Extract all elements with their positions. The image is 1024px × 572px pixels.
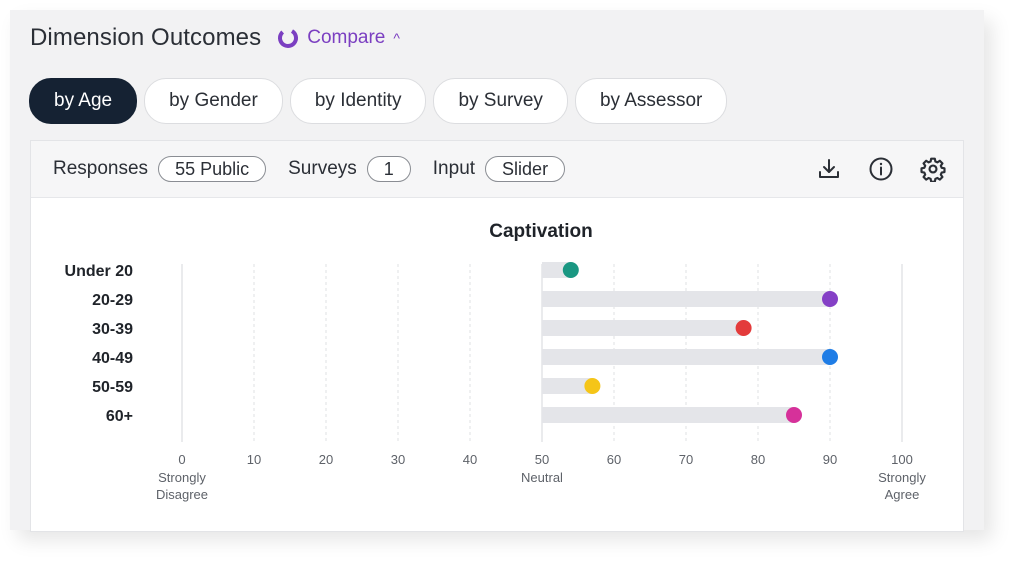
tab-by-identity[interactable]: by Identity <box>289 78 427 124</box>
surveys-label: Surveys <box>288 158 357 179</box>
tab-by-age[interactable]: by Age <box>29 78 138 124</box>
bar-track-2 <box>542 320 744 336</box>
x-tick-label-100: 100 <box>891 452 913 467</box>
row-label-4: 50-59 <box>92 379 133 396</box>
x-tick-caption-100-1: Agree <box>885 487 920 502</box>
input-label: Input <box>432 158 476 179</box>
row-label-3: 40-49 <box>92 350 133 367</box>
data-point-5 <box>786 407 802 423</box>
x-tick-label-60: 60 <box>607 452 621 467</box>
x-tick-label-0: 0 <box>178 452 185 467</box>
download-icon[interactable] <box>813 155 845 183</box>
row-label-2: 30-39 <box>92 321 133 338</box>
x-tick-label-80: 80 <box>751 452 765 467</box>
x-tick-label-40: 40 <box>463 452 477 467</box>
data-point-4 <box>584 378 601 394</box>
dimension-outcomes-card: Dimension Outcomes Compare ^ by Age by G… <box>10 10 984 532</box>
bar-track-4 <box>542 378 593 394</box>
compare-label: Compare <box>307 27 386 48</box>
bar-track-1 <box>542 291 830 307</box>
chart-title: Captivation <box>489 221 592 242</box>
row-label-1: 20-29 <box>92 292 133 309</box>
captivation-chart: Captivation Under 20 20-29 30-39 40-49 50-59 6… <box>65 221 927 502</box>
x-tick-caption-50-0: Neutral <box>521 470 563 485</box>
settings-icon[interactable] <box>917 155 949 183</box>
responses-label: Responses <box>53 158 149 179</box>
grouping-tabs: by Age by Gender by Identity by Survey b… <box>29 78 728 124</box>
x-tick-label-10: 10 <box>247 452 261 467</box>
surveys-badge: 1 <box>366 156 411 182</box>
x-tick-label-30: 30 <box>391 452 405 467</box>
data-point-1 <box>822 291 838 307</box>
data-point-2 <box>735 320 752 336</box>
compare-ring-icon <box>278 28 299 48</box>
chart-area: Captivation Under 20 20-29 30-39 40-49 50-59 6… <box>31 198 963 531</box>
chevron-up-icon: ^ <box>393 30 400 46</box>
data-point-3 <box>822 349 838 365</box>
input-badge: Slider <box>485 156 566 182</box>
tab-by-survey[interactable]: by Survey <box>433 78 568 124</box>
x-tick-caption-100-0: Strongly <box>878 470 926 485</box>
row-label-5: 60+ <box>106 408 133 425</box>
tab-by-assessor[interactable]: by Assessor <box>574 78 728 124</box>
chart-panel: Responses 55 Public Surveys 1 Input Slid… <box>30 140 964 532</box>
info-icon[interactable] <box>865 155 897 183</box>
x-tick-caption-0-0: Strongly <box>158 470 206 485</box>
chart-toolbar: Responses 55 Public Surveys 1 Input Slid… <box>31 141 963 198</box>
x-tick-label-70: 70 <box>679 452 693 467</box>
bar-track-5 <box>542 407 794 423</box>
row-label-0: Under 20 <box>65 263 134 280</box>
responses-badge: 55 Public <box>158 156 267 182</box>
bar-track-3 <box>542 349 830 365</box>
tab-by-gender[interactable]: by Gender <box>144 78 283 124</box>
x-tick-label-20: 20 <box>319 452 333 467</box>
card-header: Dimension Outcomes Compare ^ <box>30 22 400 54</box>
bar-track-0 <box>542 262 571 278</box>
page-title: Dimension Outcomes <box>30 24 262 51</box>
x-tick-caption-0-1: Disagree <box>156 487 208 502</box>
toolbar-icons <box>813 155 949 183</box>
x-tick-label-50: 50 <box>535 452 549 467</box>
compare-toggle[interactable]: Compare ^ <box>277 27 400 49</box>
data-point-0 <box>562 262 579 278</box>
x-tick-label-90: 90 <box>823 452 837 467</box>
